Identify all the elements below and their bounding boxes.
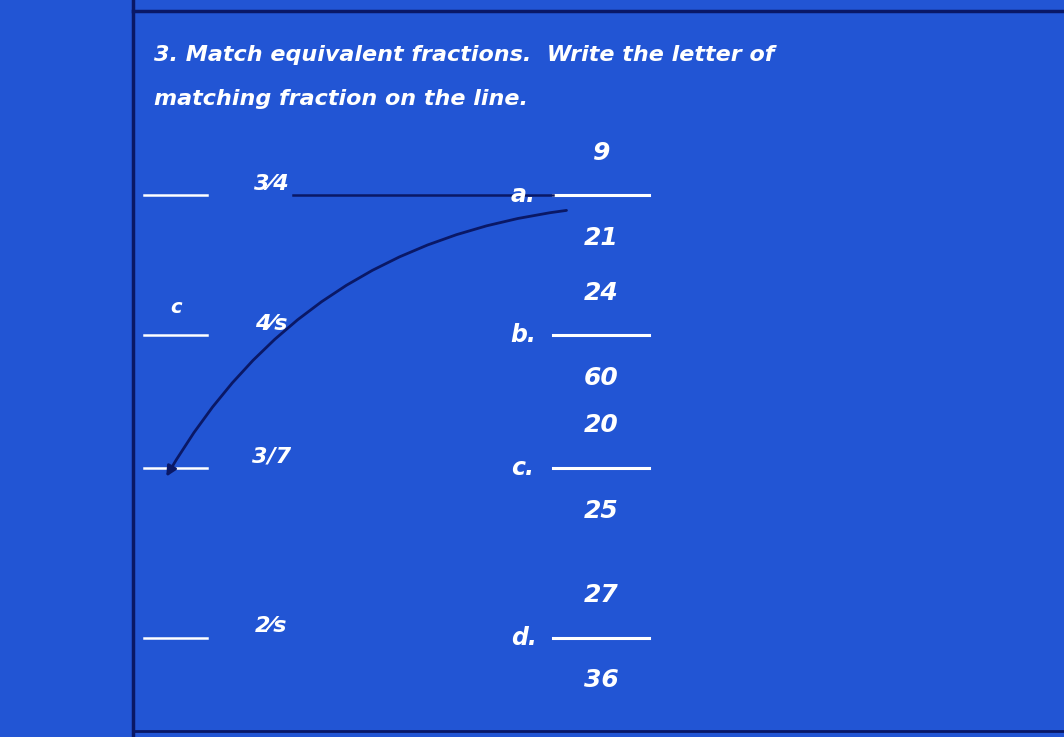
- Text: 3/7: 3/7: [252, 447, 290, 467]
- Text: 27: 27: [584, 583, 618, 607]
- Text: 3⁄4: 3⁄4: [254, 174, 288, 195]
- Text: c: c: [170, 298, 181, 317]
- Text: 60: 60: [584, 366, 618, 390]
- Text: 4⁄s: 4⁄s: [255, 314, 287, 335]
- Text: 3. Match equivalent fractions.  Write the letter of: 3. Match equivalent fractions. Write the…: [154, 45, 775, 66]
- Text: d.: d.: [511, 626, 536, 649]
- Text: 24: 24: [584, 281, 618, 304]
- Text: 20: 20: [584, 413, 618, 437]
- Text: c.: c.: [511, 456, 534, 480]
- Text: 2⁄s: 2⁄s: [255, 616, 287, 637]
- Text: 25: 25: [584, 499, 618, 523]
- Text: 21: 21: [584, 226, 618, 250]
- Text: b.: b.: [511, 324, 536, 347]
- Text: 9: 9: [593, 141, 610, 164]
- Text: a.: a.: [511, 184, 535, 207]
- Text: 36: 36: [584, 668, 618, 692]
- Text: matching fraction on the line.: matching fraction on the line.: [154, 89, 529, 110]
